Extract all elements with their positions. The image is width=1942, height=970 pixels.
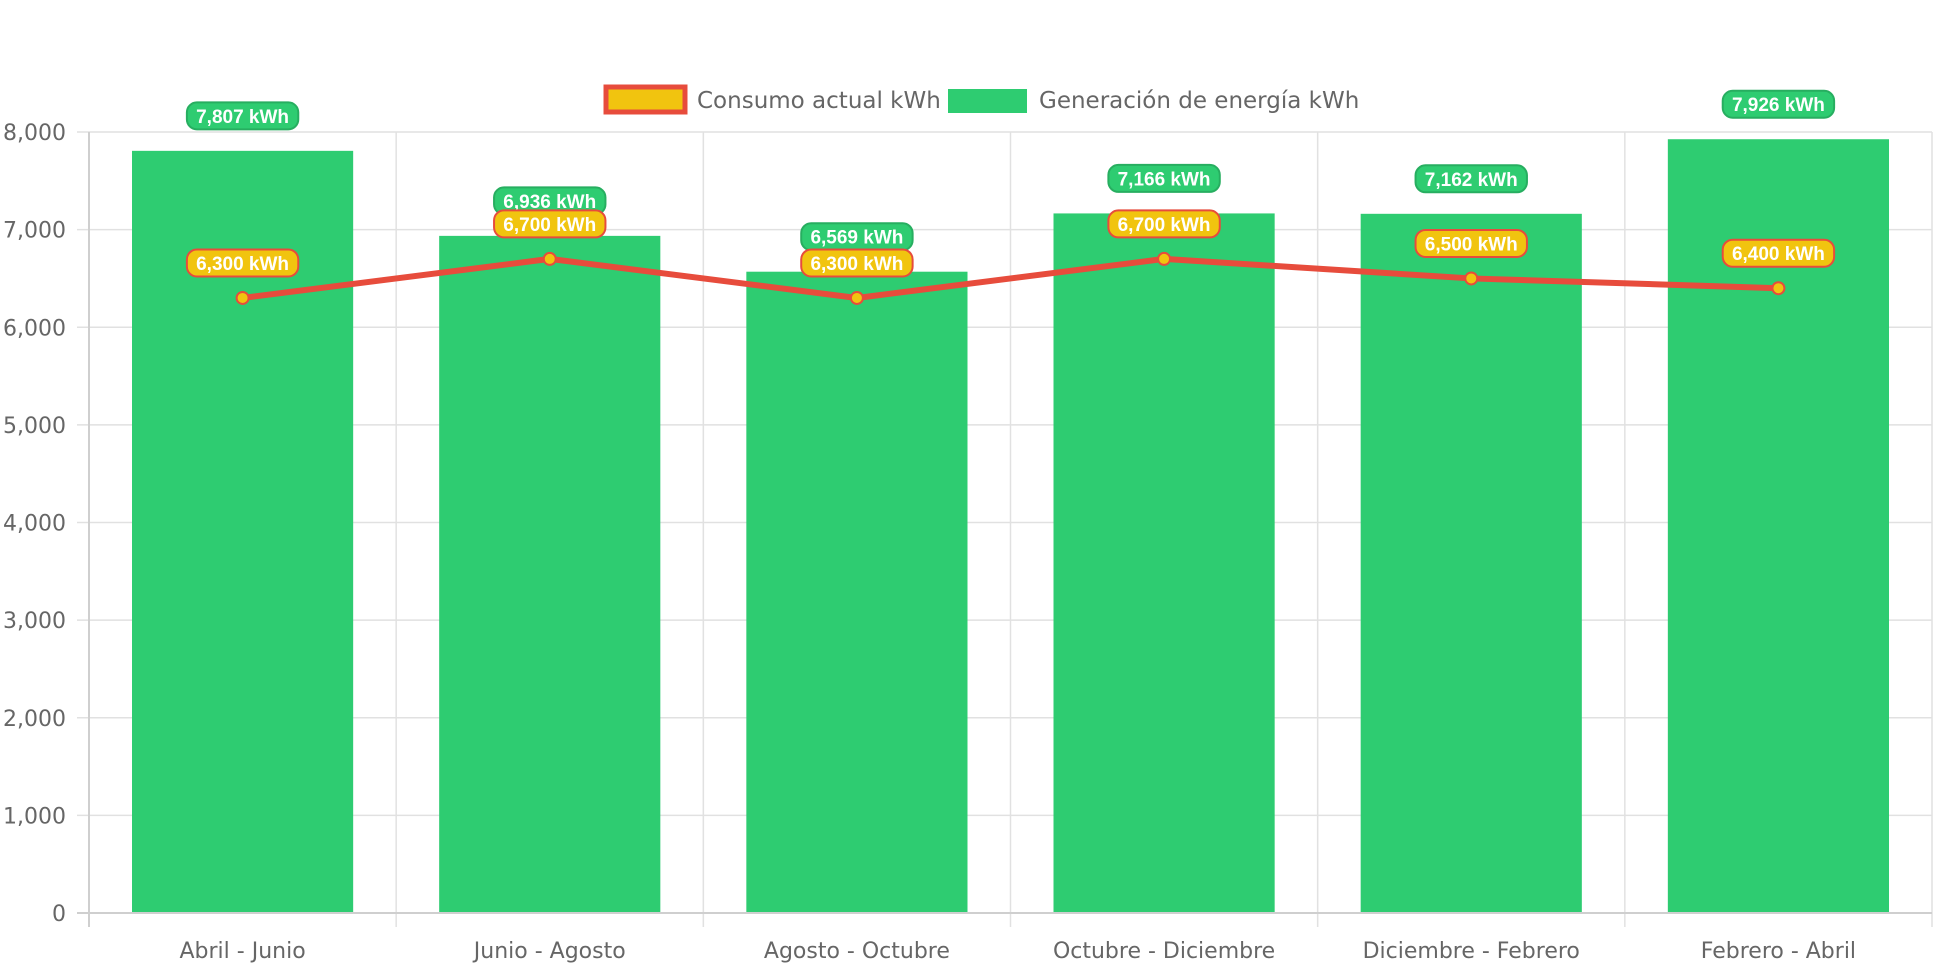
- x-tick-label: Diciembre - Febrero: [1363, 939, 1580, 964]
- y-tick-label: 5,000: [3, 414, 66, 439]
- generation-value-label: 7,166 kWh: [1118, 169, 1211, 190]
- consumption-value-label: 6,700 kWh: [503, 215, 596, 236]
- consumption-line: [242, 255, 1779, 301]
- consumption-value-label-bg: [1414, 228, 1528, 258]
- generation-value-label: 6,936 kWh: [503, 192, 596, 213]
- generation-value-label: 6,569 kWh: [810, 228, 903, 249]
- generation-bar[interactable]: [1053, 213, 1275, 913]
- consumption-point[interactable]: [1771, 281, 1786, 296]
- generation-value-label: 7,162 kWh: [1425, 170, 1518, 191]
- generation-bar[interactable]: [1667, 139, 1889, 913]
- legend-label-consumo: Consumo actual kWh: [697, 88, 941, 114]
- consumption-value-label: 6,300 kWh: [196, 254, 289, 275]
- consumption-value-label-bg: [493, 209, 607, 239]
- consumption-value-label-bg: [185, 248, 300, 278]
- consumption-value-label: 6,300 kWh: [810, 254, 903, 275]
- consumption-value-label-bg: [800, 248, 914, 278]
- consumption-value-label: 6,700 kWh: [1118, 215, 1211, 236]
- consumption-value-label-bg: [1721, 238, 1836, 268]
- legend-swatch-generacion: [948, 89, 1027, 113]
- legend: Consumo actual kWh Generación de energía…: [603, 84, 1359, 115]
- data-labels: 7,807 kWh 6,936 kWh 6,569 kWh 7,166 kWh 7,16…: [185, 89, 1836, 278]
- bar-series: [132, 139, 1889, 914]
- consumption-value-label-bg: [1107, 209, 1221, 239]
- consumption-point[interactable]: [235, 290, 250, 305]
- generation-value-label: 7,807 kWh: [196, 107, 289, 128]
- y-tick-label: 4,000: [3, 512, 66, 537]
- generation-bar[interactable]: [746, 271, 968, 913]
- generation-value-label-bg: [1414, 164, 1528, 194]
- x-tick-label: Abril - Junio: [180, 939, 306, 964]
- generation-value-label-bg: [185, 101, 300, 131]
- consumption-point[interactable]: [1464, 271, 1479, 286]
- y-tick-label: 1,000: [3, 804, 66, 829]
- legend-item-consumo[interactable]: Consumo actual kWh: [603, 84, 941, 115]
- y-tick-label: 2,000: [3, 707, 66, 732]
- legend-label-generacion: Generación de energía kWh: [1039, 88, 1359, 114]
- consumption-value-label: 6,400 kWh: [1732, 244, 1825, 265]
- consumption-point[interactable]: [849, 290, 864, 305]
- y-tick-label: 8,000: [3, 121, 66, 146]
- generation-bar[interactable]: [1360, 213, 1582, 913]
- generation-value-label-bg: [1107, 163, 1221, 193]
- consumption-value-label: 6,500 kWh: [1425, 234, 1518, 255]
- generation-bar[interactable]: [132, 150, 354, 914]
- consumption-point[interactable]: [542, 251, 557, 266]
- x-tick-label: Octubre - Diciembre: [1053, 939, 1275, 964]
- generation-value-label: 7,926 kWh: [1732, 95, 1825, 116]
- x-tick-label: Febrero - Abril: [1701, 939, 1856, 964]
- legend-swatch-consumo: [603, 84, 688, 115]
- x-tick-label: Junio - Agosto: [472, 939, 626, 964]
- grid-lines: [77, 131, 1933, 927]
- generation-value-label-bg: [1721, 89, 1836, 119]
- legend-item-generacion[interactable]: Generación de energía kWh: [948, 88, 1359, 114]
- axes: 0 1,000 2,000 3,000 4,000 5,000 6,000 7,000 8,00…: [3, 121, 1932, 964]
- y-tick-label: 6,000: [3, 316, 66, 341]
- y-tick-label: 3,000: [3, 609, 66, 634]
- line-series: [235, 251, 1786, 305]
- generation-bar[interactable]: [439, 235, 661, 914]
- y-tick-label: 0: [52, 902, 66, 927]
- consumption-point[interactable]: [1157, 251, 1172, 266]
- y-tick-label: 7,000: [3, 219, 66, 244]
- x-tick-label: Agosto - Octubre: [764, 939, 950, 964]
